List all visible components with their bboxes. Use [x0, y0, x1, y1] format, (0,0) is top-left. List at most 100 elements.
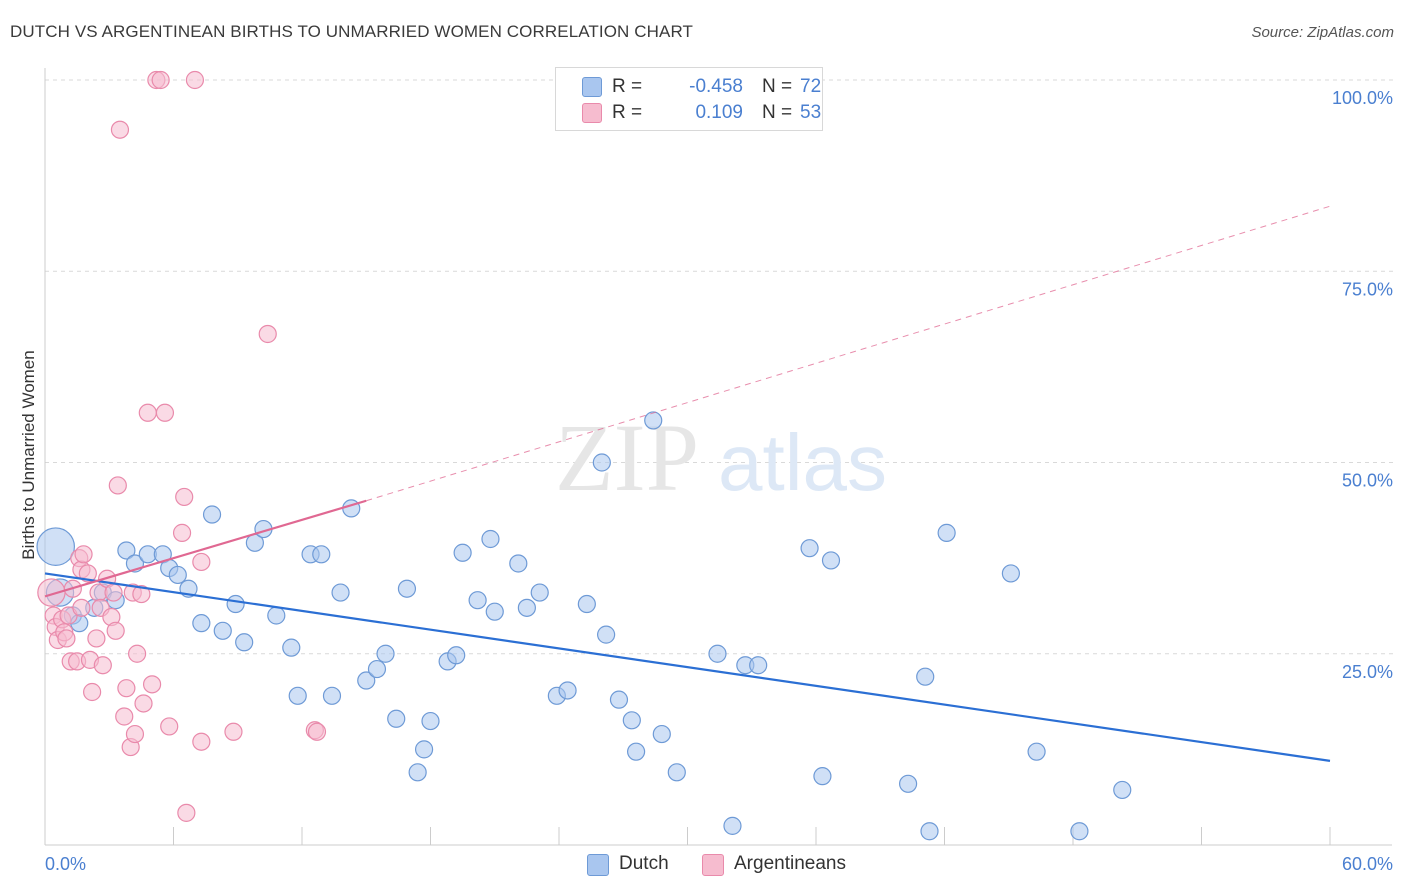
argentinean-point	[258, 324, 277, 344]
dutch-point	[609, 690, 629, 709]
y-tick-label: 75.0%	[1342, 279, 1393, 299]
dutch-point	[481, 529, 500, 549]
watermark: ZIP atlas	[555, 404, 887, 511]
dutch-trend-line	[44, 572, 1331, 762]
dutch-point	[626, 742, 646, 761]
dutch-point	[652, 724, 671, 744]
argentinean-point	[138, 403, 157, 422]
dutch-point	[213, 621, 232, 640]
argentinean-point	[104, 583, 123, 602]
argentinean-point	[83, 682, 102, 702]
dutch-legend-swatch	[587, 854, 609, 876]
dutch-point	[898, 774, 918, 793]
argentinean-trend-line	[44, 499, 367, 598]
grid-lines	[45, 79, 1395, 655]
x-tick-label: 0.0%	[45, 854, 86, 874]
dutch-point	[192, 614, 211, 633]
dutch-point	[597, 625, 616, 644]
dutch-point	[447, 646, 466, 665]
arg-r-label: R =	[612, 102, 643, 123]
dutch-point	[517, 598, 536, 617]
dutch-point	[723, 816, 742, 835]
dutch-point	[821, 551, 841, 570]
dutch-swatch	[582, 77, 602, 97]
watermark-atlas: atlas	[718, 418, 887, 507]
dutch-point	[468, 591, 487, 610]
dutch-point	[376, 644, 395, 663]
argentinean-point	[160, 717, 179, 736]
x-tick-label: 60.0%	[1342, 854, 1393, 874]
dutch-point	[421, 711, 440, 731]
argentinean-point	[93, 656, 112, 675]
dutch-point	[331, 583, 350, 602]
dutch-point	[1001, 564, 1020, 583]
argentinean-point	[175, 487, 194, 507]
dutch-legend-label: Dutch	[619, 853, 669, 874]
argentinean-point	[132, 584, 151, 604]
argentinean-point	[177, 803, 196, 822]
argentinean-point	[74, 545, 93, 564]
argentinean-point	[192, 552, 211, 572]
argentinean-point	[142, 675, 162, 694]
dutch-point	[1113, 780, 1132, 800]
dutch-point	[920, 822, 939, 841]
dutch-point	[937, 523, 956, 542]
dutch-point	[530, 583, 549, 602]
dutch-point	[408, 763, 427, 782]
argentineans-swatch	[582, 103, 602, 123]
argentinean-point	[110, 120, 130, 139]
series-legend: Dutch Argentineans	[0, 852, 1406, 876]
argentineans-legend-swatch	[702, 854, 724, 876]
tick-labels: 25.0% 50.0% 75.0% 100.0% 0.0% 60.0%	[45, 88, 1393, 874]
dutch-point	[312, 545, 331, 564]
argentinean-point	[78, 564, 97, 583]
dutch-point	[558, 681, 577, 700]
argentinean-point	[125, 724, 145, 744]
dutch-points	[36, 411, 1132, 841]
dutch-point	[509, 554, 528, 573]
dutch-n-value: 72	[800, 76, 822, 97]
dutch-point	[644, 411, 663, 430]
argentinean-point	[87, 629, 106, 648]
watermark-zip: ZIP	[555, 404, 699, 511]
dutch-point	[397, 579, 417, 598]
argentinean-point	[117, 679, 136, 698]
dutch-point	[485, 602, 504, 621]
dutch-n-label: N =	[762, 76, 793, 97]
arg-n-label: N =	[762, 102, 793, 123]
dutch-point	[267, 606, 286, 625]
dutch-point	[667, 763, 686, 782]
dutch-point	[202, 505, 222, 524]
argentinean-points	[37, 70, 327, 822]
argentinean-point	[307, 722, 327, 741]
y-tick-label: 100.0%	[1332, 88, 1393, 108]
trend-lines	[44, 205, 1331, 762]
y-axis-label: Births to Unmarried Women	[19, 350, 38, 559]
dutch-point	[577, 594, 596, 614]
dutch-point	[322, 686, 342, 705]
dutch-point	[916, 667, 935, 686]
source-note: Source: ZipAtlas.com	[1251, 24, 1394, 41]
dutch-point	[367, 659, 387, 679]
argentinean-point	[151, 70, 170, 90]
dutch-point	[235, 633, 254, 652]
dutch-point	[288, 686, 307, 705]
dutch-point	[226, 594, 245, 614]
dutch-point	[708, 644, 727, 663]
dutch-r-label: R =	[612, 76, 643, 97]
argentinean-trend-extension	[366, 205, 1331, 502]
argentineans-legend-label: Argentineans	[734, 853, 846, 874]
argentinean-point	[115, 707, 134, 726]
y-tick-label: 50.0%	[1342, 471, 1393, 491]
argentinean-point	[155, 403, 175, 422]
argentinean-point	[106, 621, 125, 640]
argentinean-point	[108, 476, 127, 495]
argentinean-point	[224, 722, 243, 741]
arg-r-value: 0.109	[695, 102, 743, 123]
dutch-point	[453, 543, 472, 562]
arg-n-value: 53	[800, 102, 822, 123]
argentinean-point	[57, 629, 76, 648]
dutch-point	[387, 709, 406, 728]
dutch-point	[168, 565, 187, 585]
